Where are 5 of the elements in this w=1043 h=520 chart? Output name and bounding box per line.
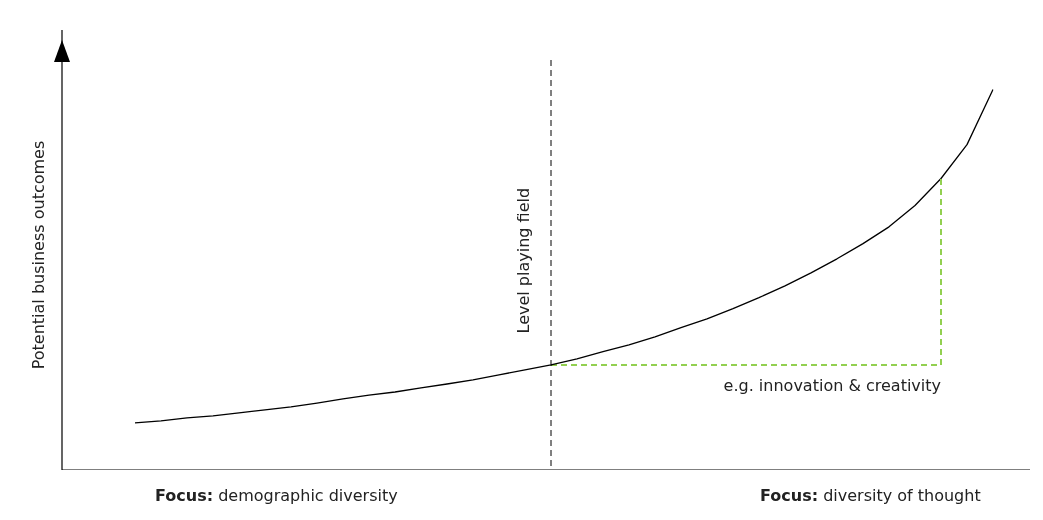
text: Level playing field — [514, 187, 534, 334]
y-axis-title: Potential business outcomes — [29, 140, 49, 370]
text: Focus: demographic diversity — [155, 486, 398, 505]
annotation: e.g. innovation & creativity — [723, 376, 941, 396]
text: Focus: diversity of thought — [760, 486, 981, 505]
